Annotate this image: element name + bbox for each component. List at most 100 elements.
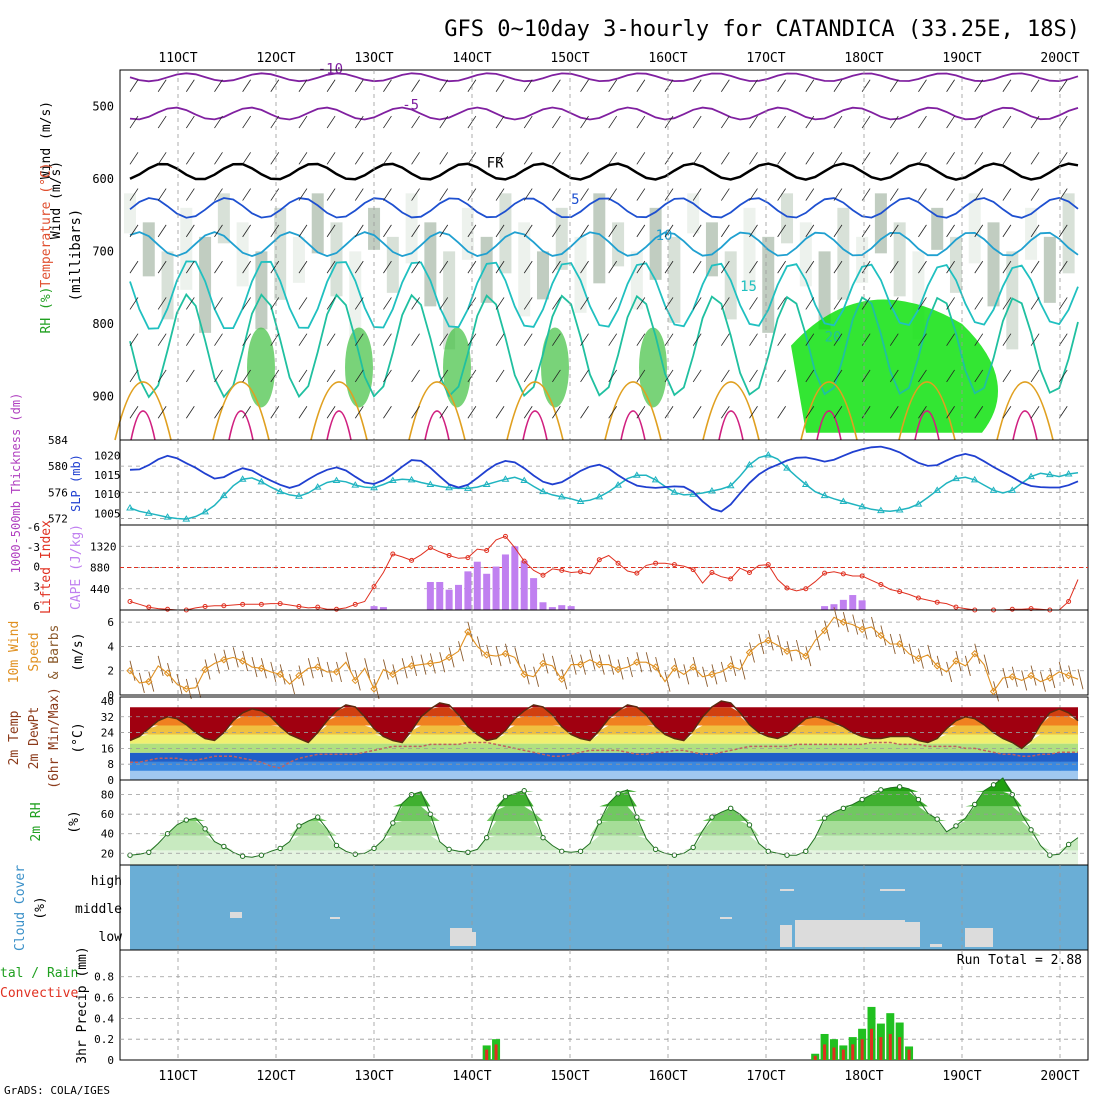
rh-point	[540, 834, 546, 841]
wind-barb	[298, 333, 308, 346]
wind-barb	[833, 333, 843, 346]
wind-barb	[214, 188, 223, 201]
temp-unit-label: (°C)	[71, 722, 86, 753]
wind-speed-point	[182, 685, 191, 693]
wind-barb	[298, 260, 308, 274]
rh-shade-cell	[668, 236, 681, 323]
wind-barb	[242, 224, 251, 238]
thickness-point	[276, 487, 285, 495]
wind-barb	[608, 654, 615, 675]
wind-barb	[645, 652, 652, 673]
rh2m-axis-label: 2m RH	[29, 802, 44, 841]
wind-barb	[270, 224, 280, 238]
date-label-bottom: 12OCT	[256, 1069, 295, 1084]
wind-barb	[326, 333, 336, 346]
slp-axis-label: SLP (mb)	[69, 454, 83, 512]
temperature-contour	[129, 162, 1079, 181]
rh-shade-cell	[593, 193, 606, 284]
wind-speed-point	[332, 668, 341, 676]
wind-barb	[833, 406, 843, 419]
wind-barb	[467, 188, 477, 201]
wind-speed-point	[295, 671, 303, 680]
rh-point	[221, 843, 227, 850]
wind-barb	[608, 369, 618, 383]
wind-barb	[861, 115, 871, 129]
wind-barb	[946, 152, 955, 165]
thickness-point	[257, 477, 266, 485]
rh-point	[202, 826, 208, 832]
precip-tick: 0.8	[94, 971, 114, 984]
date-label-top: 19OCT	[942, 51, 981, 66]
wind-barb	[889, 188, 899, 201]
wind-barb	[495, 115, 505, 129]
lifted-index-point	[240, 601, 246, 607]
wind-barb	[242, 115, 251, 129]
wind-speed-point	[389, 670, 397, 679]
wind-barb	[1002, 79, 1012, 92]
wind-barb	[214, 260, 223, 274]
cape-bar	[501, 554, 509, 610]
wind-barb	[411, 369, 420, 383]
wind-barb	[185, 260, 195, 274]
wind-speed-point	[558, 675, 566, 683]
thickness-point	[388, 476, 397, 484]
thickness-point	[670, 488, 679, 495]
lifted-index-point	[296, 603, 302, 609]
wind-barb	[589, 649, 596, 670]
rh-point	[577, 848, 584, 855]
cloud-block	[466, 932, 476, 946]
rh-shade-cell	[818, 251, 831, 330]
rh-shade-cell	[405, 193, 418, 264]
wind-barb	[805, 152, 815, 165]
rh-point	[784, 852, 790, 858]
cloud-panel-bg	[130, 865, 1088, 950]
lifted-index-point	[277, 601, 283, 607]
pressure-tick: 700	[92, 244, 114, 258]
rh-band	[130, 821, 1078, 836]
wind-barb	[918, 333, 927, 346]
wind-barb	[551, 655, 558, 676]
wind-barb	[1058, 297, 1068, 310]
wind-barb	[523, 79, 533, 92]
cape-axis-label: CAPE (J/kg)	[69, 524, 84, 610]
dewpt-axis-label: 2m DewPt	[27, 707, 42, 770]
wind-barb	[946, 188, 955, 201]
wind-barb	[495, 79, 505, 92]
wind-barb	[298, 152, 308, 165]
wind-barb	[242, 260, 251, 274]
rh-shade-cell	[687, 193, 700, 234]
wind-barb	[889, 297, 899, 310]
wind-speed-point	[914, 654, 923, 663]
thickness-point	[595, 492, 604, 500]
wind-barb	[664, 369, 674, 383]
wind-barb	[1002, 224, 1012, 238]
wind-barb	[157, 297, 167, 310]
wind-barb	[1002, 260, 1012, 274]
cape-bar	[548, 607, 556, 610]
lifted-index-point	[634, 570, 640, 576]
contour-label: 15	[740, 279, 757, 295]
wind-barb	[664, 224, 674, 238]
thickness-point	[445, 483, 454, 491]
lifted-index-point	[653, 560, 659, 566]
rh-shade-cell	[199, 236, 212, 333]
temp-band	[130, 701, 1078, 749]
wind-barb	[664, 79, 674, 92]
rh-shade-cell	[705, 222, 718, 277]
wind-barb	[805, 333, 815, 346]
wind-barb	[552, 406, 561, 419]
wind-barb	[411, 224, 420, 238]
thickness-panel-frame	[119, 439, 1089, 526]
rh-shade-cell	[124, 193, 136, 234]
rh-point	[840, 805, 847, 812]
pressure-tick: 600	[92, 172, 114, 186]
lifted-index-point	[390, 551, 396, 557]
wind-barb	[383, 260, 392, 274]
thickness-point	[614, 481, 622, 488]
thickness-point	[726, 481, 735, 489]
wind-barb	[889, 333, 899, 346]
wind-barb	[946, 406, 955, 419]
rh-point	[277, 845, 283, 852]
wind-tick: 4	[107, 640, 114, 653]
wind-barb	[974, 79, 984, 92]
